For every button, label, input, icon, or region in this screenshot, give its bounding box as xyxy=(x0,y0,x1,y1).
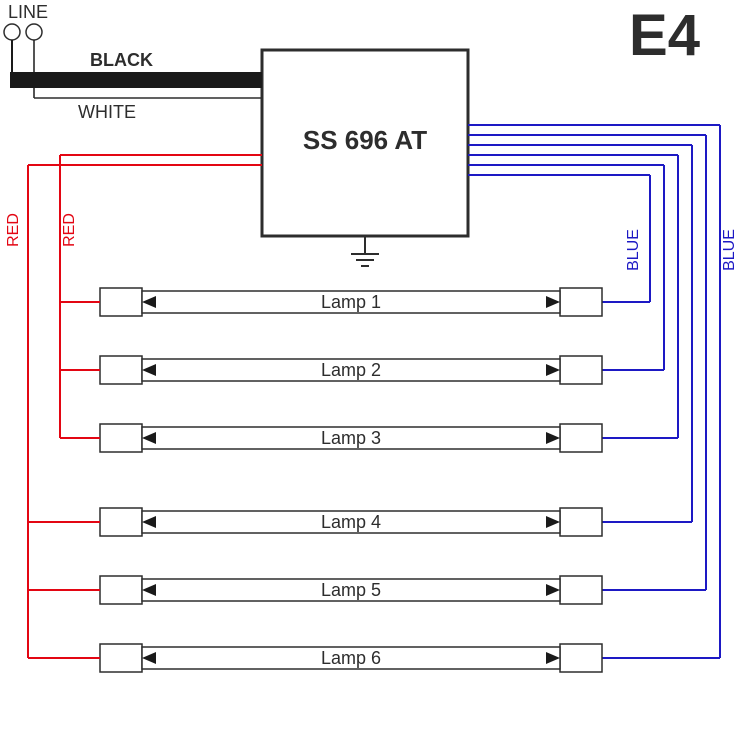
lamp-socket-left xyxy=(100,508,142,536)
blue-label: BLUE xyxy=(625,229,642,271)
red-label: RED xyxy=(61,213,78,247)
lamp-socket-left xyxy=(100,356,142,384)
lamp-label: Lamp 4 xyxy=(321,512,381,532)
diagram-title: E4 xyxy=(629,3,700,68)
lamp-label: Lamp 2 xyxy=(321,360,381,380)
white-wire-label: WHITE xyxy=(78,102,136,122)
lamp-socket-left xyxy=(100,288,142,316)
black-wire-label: BLACK xyxy=(90,50,153,70)
lamp-socket-right xyxy=(560,644,602,672)
lamp-socket-right xyxy=(560,508,602,536)
lamp-socket-left xyxy=(100,424,142,452)
lamp-socket-right xyxy=(560,424,602,452)
lamp-socket-left xyxy=(100,576,142,604)
lamp-socket-right xyxy=(560,576,602,604)
line-terminal xyxy=(26,24,42,40)
lamp-label: Lamp 6 xyxy=(321,648,381,668)
line-terminal xyxy=(4,24,20,40)
lamp-socket-right xyxy=(560,356,602,384)
black-wire xyxy=(10,72,262,88)
blue-label: BLUE xyxy=(721,229,738,271)
red-label: RED xyxy=(5,213,22,247)
lamp-label: Lamp 5 xyxy=(321,580,381,600)
lamp-socket-left xyxy=(100,644,142,672)
wiring-diagram: E4 SS 696 AT LINE BLACK WHITE RED RED BLUE BLUE L… xyxy=(0,0,748,736)
lamp-label: Lamp 3 xyxy=(321,428,381,448)
line-label: LINE xyxy=(8,2,48,22)
lamp-label: Lamp 1 xyxy=(321,292,381,312)
ballast-label: SS 696 AT xyxy=(303,125,427,155)
lamp-socket-right xyxy=(560,288,602,316)
